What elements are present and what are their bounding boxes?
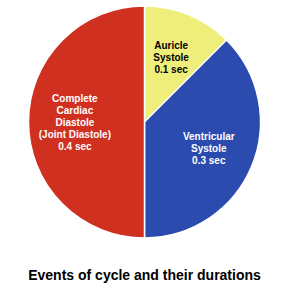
slice-label-line: Complete [52,93,98,104]
slice-label-line: Cardiac [57,105,94,116]
slice-labels: AuricleSystole0.1 secVentricularSystole0… [39,40,235,166]
chart-title: Events of cycle and their durations [28,267,261,283]
slice-label-line: 0.4 sec [58,141,92,152]
slice-label: AuricleSystole0.1 sec [153,40,189,75]
slice-label-line: 0.1 sec [154,64,188,75]
pie-slices [28,6,260,238]
slice-label-line: 0.3 sec [192,155,226,166]
pie-slice [145,40,261,238]
pie-slice [28,6,144,238]
chart: AuricleSystole0.1 secVentricularSystole0… [0,0,289,294]
slice-label-line: Systole [191,143,227,154]
slice-label: CompleteCardiacDiastole(Joint Diastole)0… [39,93,111,152]
slice-label-line: Ventricular [183,131,235,142]
slice-label-line: Auricle [154,40,188,51]
chart-container: AuricleSystole0.1 secVentricularSystole0… [0,0,289,294]
slice-label-line: Diastole [55,117,94,128]
slice-label-line: Systole [153,52,189,63]
slice-label-line: (Joint Diastole) [39,129,111,140]
slice-label: VentricularSystole0.3 sec [183,131,235,166]
